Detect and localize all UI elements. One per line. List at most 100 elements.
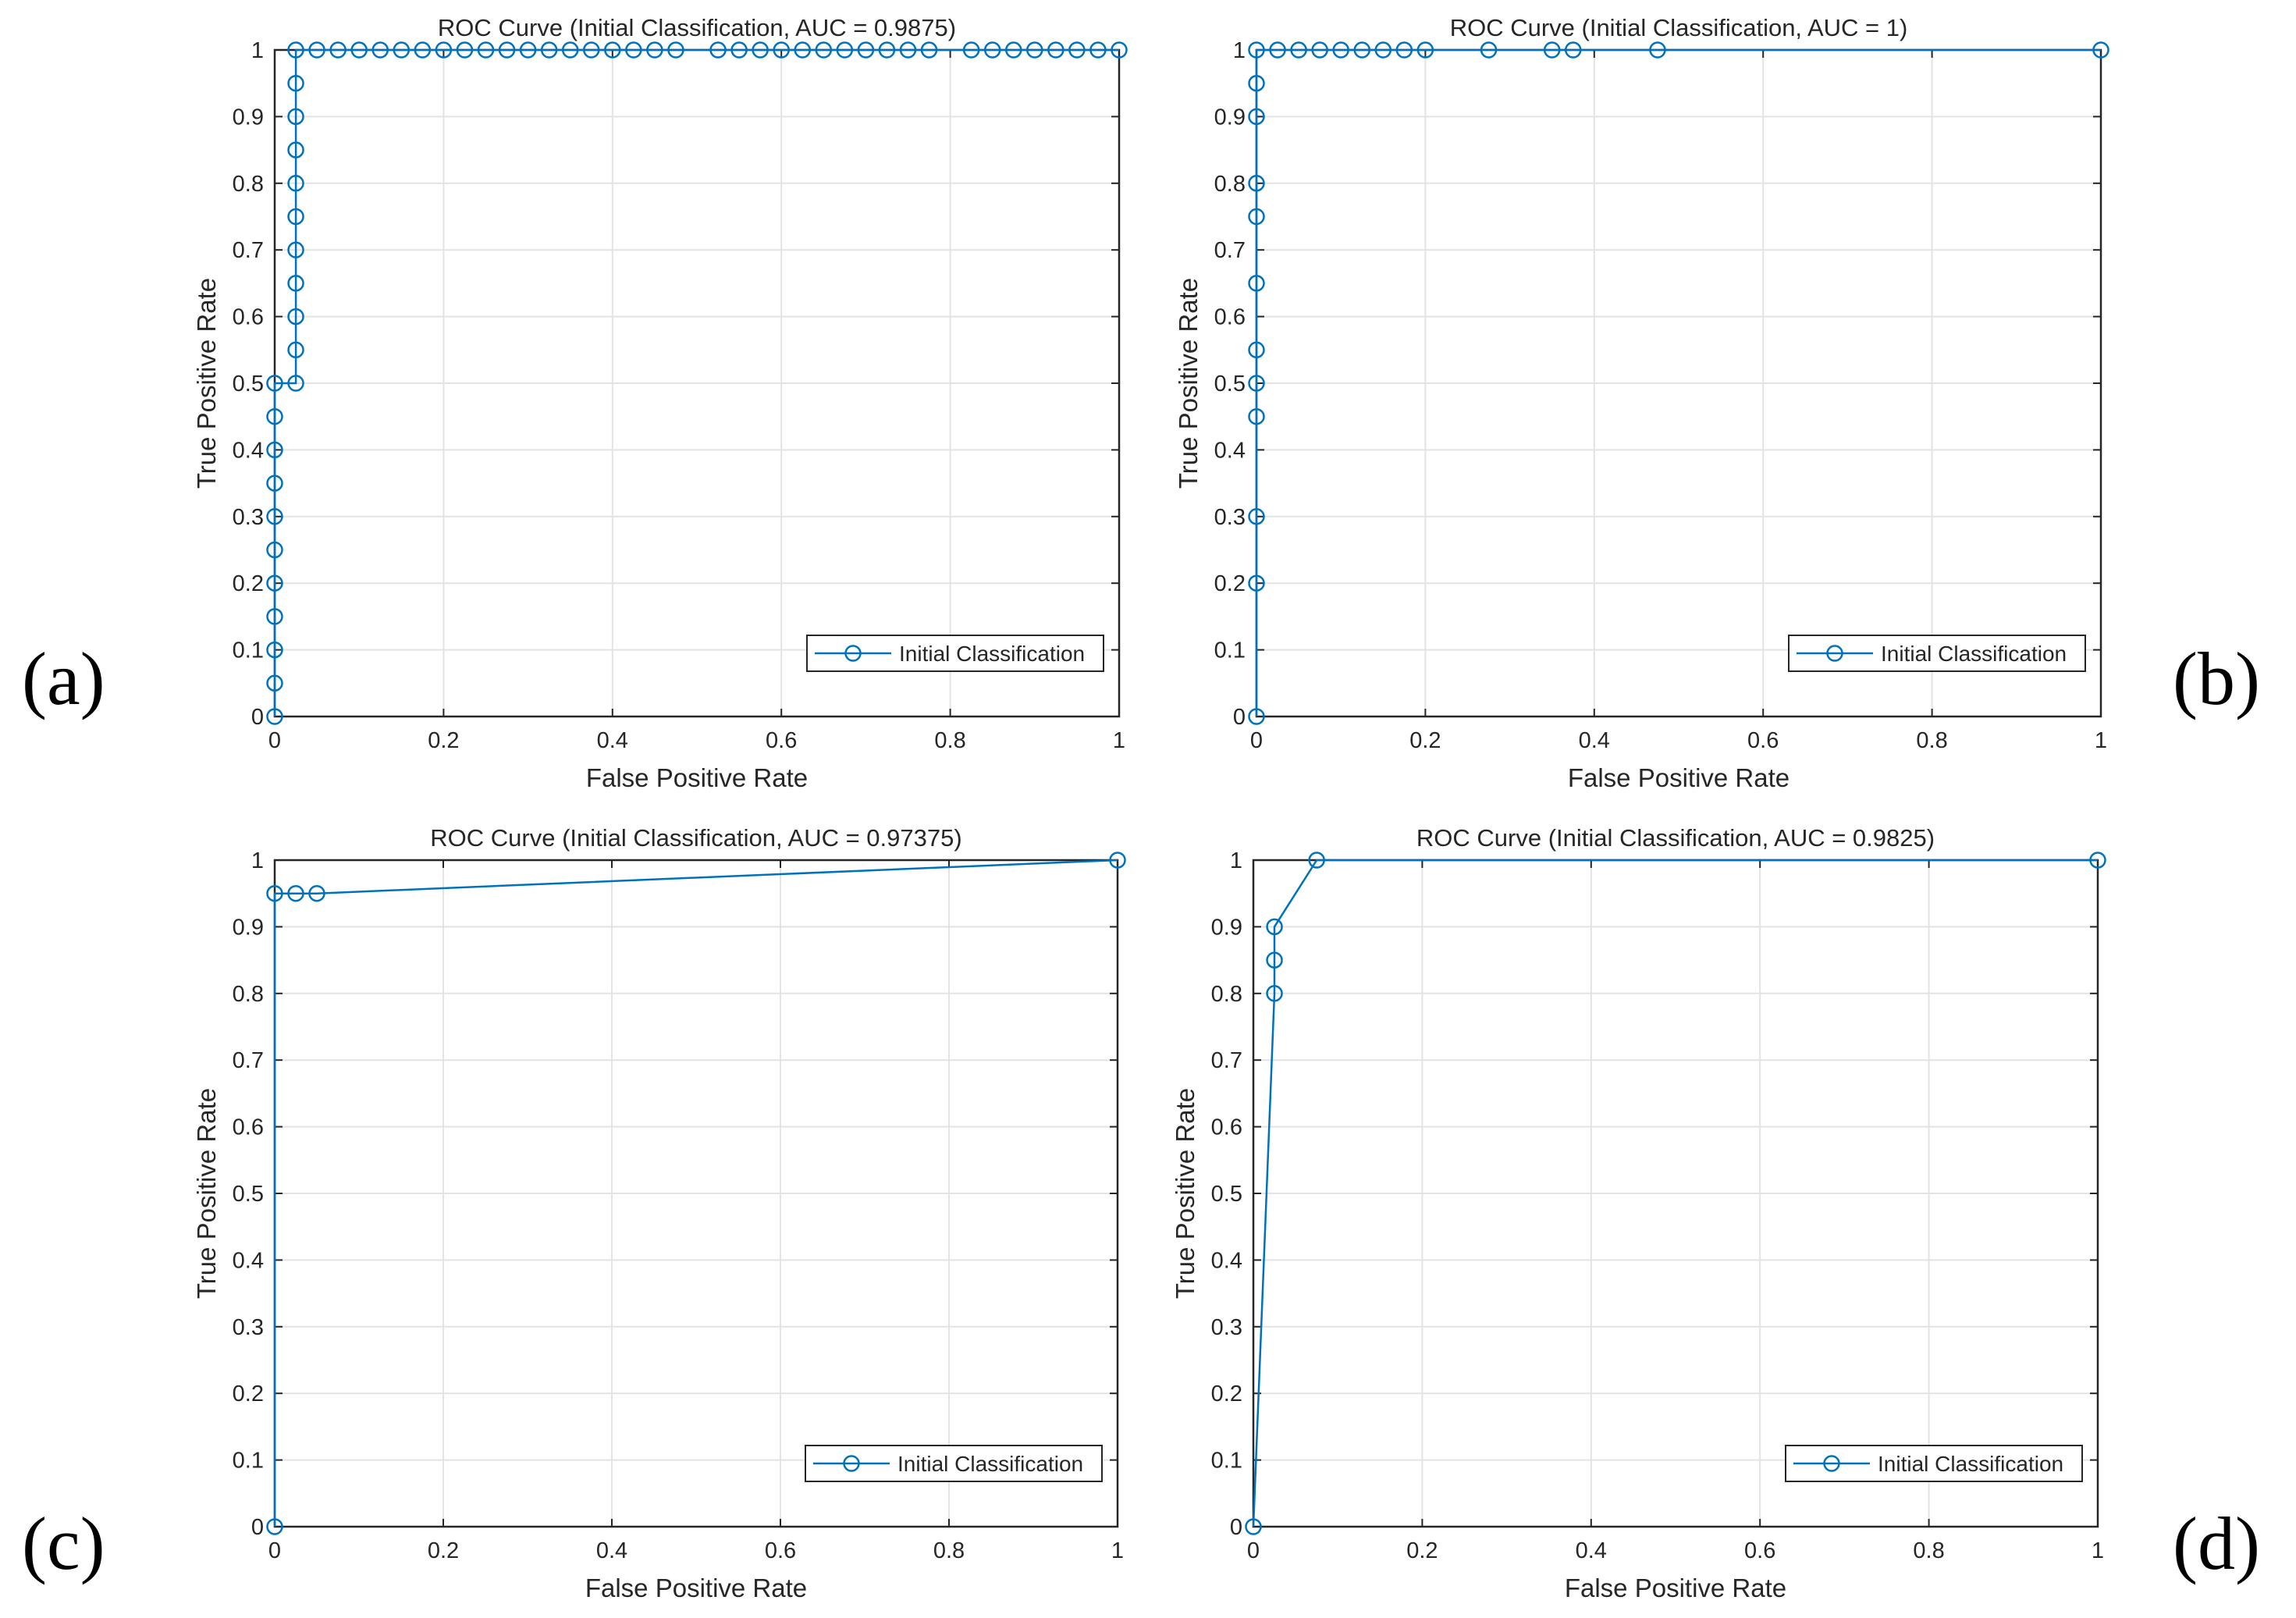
- y-tick-label: 0.2: [233, 571, 264, 596]
- legend: Initial Classification: [1788, 635, 2086, 672]
- y-tick-label: 0.9: [233, 105, 264, 130]
- data-point: [604, 41, 621, 59]
- y-tick-label: 0.4: [233, 1248, 264, 1273]
- data-point: [266, 508, 283, 525]
- data-point: [1248, 208, 1265, 226]
- panel-letter-b: (b): [2173, 637, 2260, 720]
- y-tick-label: 0.6: [233, 1115, 264, 1140]
- data-point: [266, 407, 283, 425]
- data-point: [287, 141, 304, 158]
- x-tick-label: 0: [1250, 728, 1263, 753]
- data-point: [287, 208, 304, 226]
- x-tick-label: 1: [2095, 728, 2107, 753]
- legend-box: [1785, 1445, 2083, 1482]
- x-tick-label: 0.2: [428, 1538, 459, 1563]
- data-point: [266, 884, 283, 902]
- x-tick-label: 0.6: [765, 1538, 796, 1563]
- y-tick-label: 0.3: [1214, 505, 1246, 530]
- data-point: [1269, 41, 1286, 59]
- data-point: [435, 41, 453, 59]
- data-point: [1480, 41, 1498, 59]
- y-tick-label: 0.9: [1214, 105, 1246, 130]
- data-point: [266, 574, 283, 592]
- x-axis-label: False Positive Rate: [1565, 1574, 1786, 1602]
- data-point: [1005, 41, 1022, 59]
- data-point: [1374, 41, 1392, 59]
- legend-marker: [843, 1455, 860, 1472]
- y-tick-label: 0.8: [233, 982, 264, 1007]
- data-point: [266, 1518, 283, 1535]
- y-tick-label: 0.4: [1214, 438, 1246, 463]
- data-point: [1047, 41, 1064, 59]
- series-line: [273, 859, 1118, 1527]
- y-tick-label: 0.2: [1214, 571, 1246, 596]
- y-tick-label: 0.6: [1214, 305, 1246, 330]
- data-point: [1026, 41, 1043, 59]
- panel-letter-c: (c): [22, 1502, 105, 1585]
- data-point: [2089, 852, 2106, 869]
- y-tick-label: 0.8: [1211, 982, 1242, 1007]
- y-tick-label: 0.3: [233, 505, 264, 530]
- data-point: [752, 41, 769, 59]
- x-tick-label: 0: [268, 728, 281, 753]
- data-point: [1565, 41, 1582, 59]
- x-axis-label: False Positive Rate: [1568, 763, 1790, 792]
- data-point: [329, 41, 347, 59]
- data-point: [1248, 508, 1265, 525]
- data-point: [1266, 918, 1283, 936]
- data-point: [1311, 41, 1328, 59]
- y-tick-label: 0.5: [1211, 1182, 1242, 1207]
- y-tick-label: 0: [1230, 1515, 1242, 1540]
- y-tick-label: 0.7: [233, 238, 264, 263]
- series-line: [1252, 859, 2098, 1527]
- data-point: [815, 41, 833, 59]
- data-point: [308, 41, 325, 59]
- y-axis-label: True Positive Rate: [192, 1088, 221, 1299]
- data-point: [266, 608, 283, 625]
- panel-letter-d: (d): [2173, 1502, 2260, 1585]
- chart-title: ROC Curve (Initial Classification, AUC =…: [438, 14, 956, 41]
- legend-marker: [1826, 645, 1843, 662]
- x-tick-label: 0.8: [934, 728, 965, 753]
- legend-label: Initial Classification: [1878, 1452, 2063, 1476]
- x-tick-label: 1: [1111, 1538, 1124, 1563]
- x-tick-label: 0.2: [1406, 1538, 1438, 1563]
- data-point: [266, 375, 283, 392]
- y-tick-label: 0.1: [1211, 1449, 1242, 1474]
- data-point: [287, 375, 304, 392]
- x-tick-label: 0.2: [428, 728, 459, 753]
- data-point: [583, 41, 600, 59]
- x-tick-label: 0.4: [1579, 728, 1610, 753]
- x-tick-label: 0.2: [1409, 728, 1441, 753]
- data-point: [1248, 375, 1265, 392]
- data-point: [1068, 41, 1086, 59]
- data-point: [1543, 41, 1561, 59]
- data-point: [1308, 852, 1325, 869]
- data-point: [287, 308, 304, 325]
- y-tick-label: 0.8: [1214, 172, 1246, 197]
- data-point: [730, 41, 748, 59]
- data-point: [1111, 41, 1128, 59]
- x-tick-label: 1: [1113, 728, 1125, 753]
- data-point: [287, 884, 304, 902]
- chart-title: ROC Curve (Initial Classification, AUC =…: [1450, 14, 1908, 41]
- data-point: [646, 41, 663, 59]
- x-tick-label: 0.8: [933, 1538, 965, 1563]
- y-tick-label: 0.9: [1211, 915, 1242, 940]
- data-point: [498, 41, 516, 59]
- y-tick-label: 0.6: [233, 305, 264, 330]
- y-tick-label: 0: [1233, 705, 1246, 730]
- x-tick-label: 1: [2092, 1538, 2104, 1563]
- y-tick-label: 0.9: [233, 915, 264, 940]
- data-point: [540, 41, 558, 59]
- data-point: [1248, 175, 1265, 192]
- data-point: [266, 475, 283, 492]
- y-tick-label: 0.5: [233, 1182, 264, 1207]
- data-point: [899, 41, 917, 59]
- y-tick-label: 0.3: [1211, 1315, 1242, 1340]
- y-tick-label: 0: [251, 1515, 264, 1540]
- series-line: [1255, 48, 2101, 717]
- data-point: [1290, 41, 1307, 59]
